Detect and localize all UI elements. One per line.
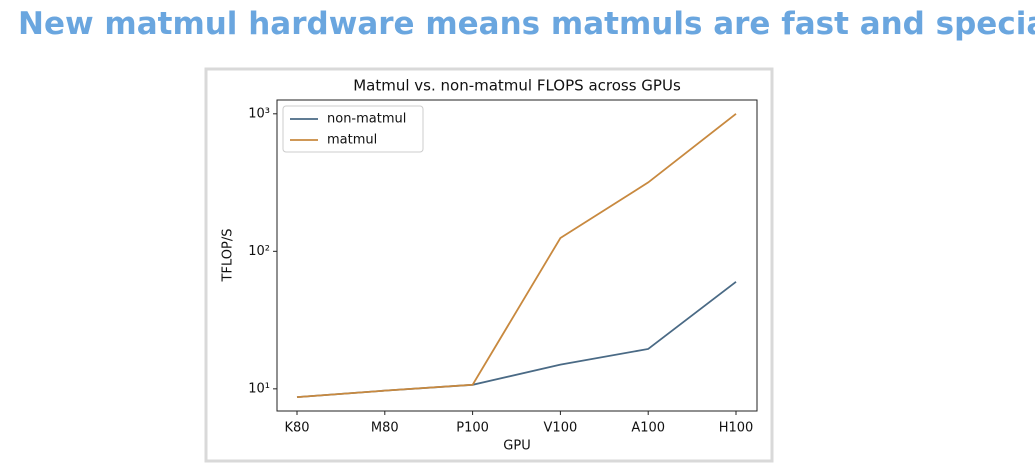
- y-tick-label: 10¹: [248, 381, 270, 396]
- x-tick-label: A100: [631, 421, 665, 436]
- plot-area: [276, 99, 758, 412]
- x-tick-label: P100: [456, 421, 489, 436]
- y-axis-label: TFLOP/S: [221, 229, 236, 283]
- data-line: [296, 113, 737, 399]
- x-axis-label: GPU: [503, 439, 530, 454]
- y-tick-label: 10³: [248, 106, 270, 121]
- x-tick-label: V100: [544, 421, 578, 436]
- legend-label: matmul: [327, 133, 377, 148]
- slide-heading: New matmul hardware means matmuls are fa…: [18, 6, 1035, 42]
- x-tick-label: K80: [284, 421, 309, 436]
- x-tick-label: M80: [371, 421, 399, 436]
- y-tick-label: 10²: [248, 244, 270, 259]
- x-tick-label: H100: [719, 421, 754, 436]
- legend-label: non-matmul: [327, 112, 406, 127]
- chart-title: Matmul vs. non-matmul FLOPS across GPUs: [353, 77, 681, 95]
